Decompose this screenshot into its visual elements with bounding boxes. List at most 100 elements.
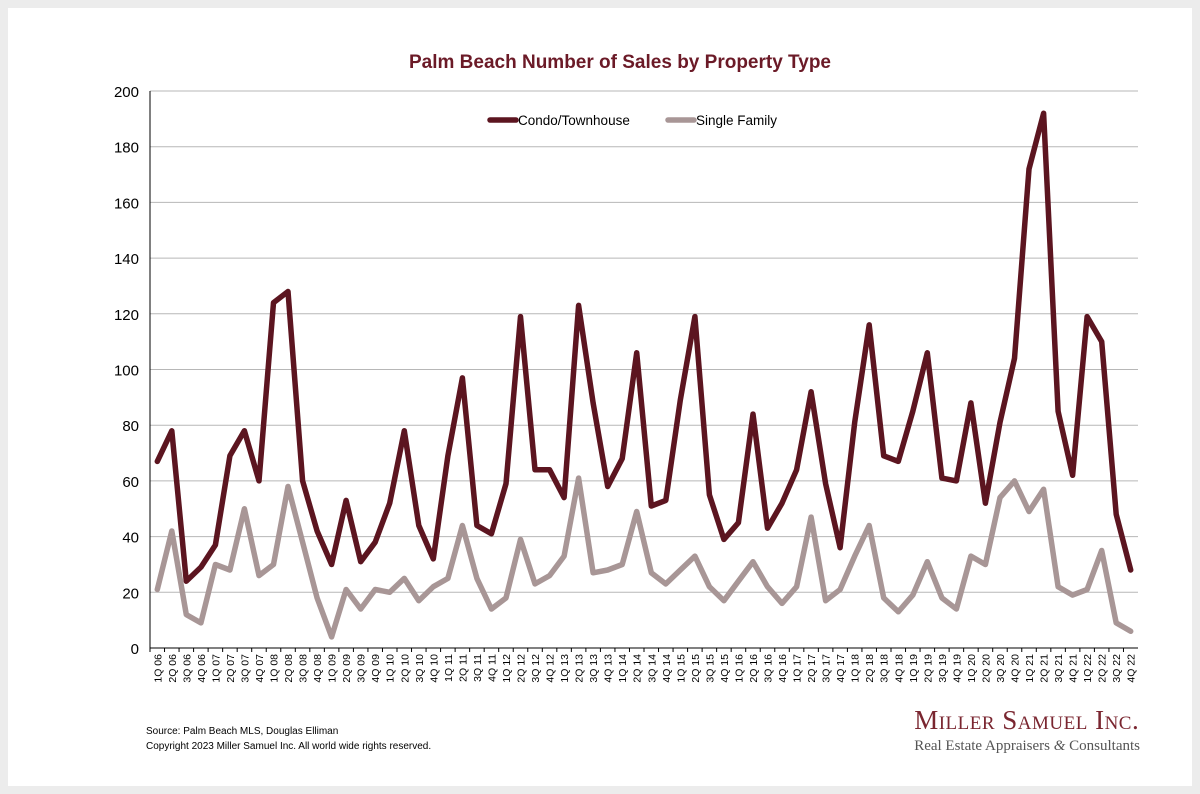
x-tick-label: 3Q 20 [995,654,1007,683]
y-tick-label: 120 [114,307,139,324]
x-tick-label: 1Q 18 [850,654,862,683]
x-tick-label: 2Q 18 [864,654,876,683]
legend: Condo/Townhouse Single Family [487,113,777,128]
x-tick-label: 3Q 14 [646,654,658,683]
x-tick-label: 4Q 22 [1126,654,1138,683]
logo-ampersand: & [1053,738,1066,754]
x-tick-label: 1Q 09 [327,654,339,683]
x-tick-label: 1Q 16 [733,654,745,683]
x-tick-label: 4Q 14 [661,654,673,683]
x-tick-label: 3Q 16 [763,654,775,683]
x-tick-label: 3Q 10 [414,654,426,683]
x-tick-label: 4Q 19 [951,654,963,683]
x-tick-label: 2Q 14 [632,654,644,683]
x-tick-label: 3Q 08 [298,654,310,683]
x-tick-label: 4Q 10 [428,654,440,683]
x-tick-label: 1Q 08 [269,654,281,683]
y-tick-label: 20 [122,585,139,602]
x-tick-label: 1Q 19 [908,654,920,683]
x-tick-label: 2Q 16 [748,654,760,683]
x-tick-label: 2Q 17 [806,654,818,683]
x-tick-label: 4Q 11 [486,654,498,682]
x-tick-label: 2Q 09 [341,654,353,683]
y-tick-label: 80 [122,418,139,435]
x-tick-label: 2Q 13 [574,654,586,683]
x-tick-label: 1Q 15 [675,654,687,683]
y-tick-label: 60 [122,474,139,491]
x-tick-label: 4Q 21 [1068,654,1080,683]
x-tick-label: 3Q 17 [821,654,833,683]
x-tick-label: 4Q 06 [196,654,208,683]
grid [150,90,1138,593]
x-tick-label: 4Q 15 [719,654,731,683]
x-tick-label: 3Q 11 [472,654,484,682]
x-tick-label: 2Q 06 [167,654,179,683]
y-axis: 0 20 40 60 80 100 120 140 160 180 200 [114,84,1138,658]
source-note: Source: Palm Beach MLS, Douglas Elliman … [146,724,431,754]
x-tick-label: 4Q 13 [603,654,615,683]
x-tick-label: 4Q 12 [545,654,557,683]
y-tick-label: 100 [114,363,139,380]
x-tick-label: 2Q 20 [980,654,992,683]
x-tick-label: 1Q 06 [152,654,164,683]
x-tick-label: 4Q 17 [835,654,847,683]
x-tick-label: 3Q 15 [704,654,716,683]
y-tick-label: 0 [131,641,139,658]
x-tick-label: 1Q 21 [1024,654,1036,683]
x-tick-label: 3Q 19 [937,654,949,683]
x-tick-label: 2Q 15 [690,654,702,683]
y-tick-label: 200 [114,84,139,101]
x-tick-label: 2Q 22 [1097,654,1109,683]
copyright-line: Copyright 2023 Miller Samuel Inc. All wo… [146,741,432,752]
x-tick-label: 2Q 08 [283,654,295,683]
y-tick-label: 180 [114,140,139,157]
chart-card: Palm Beach Number of Sales by Property T… [8,8,1192,786]
x-tick-label: 1Q 22 [1082,654,1094,683]
x-tick-label: 3Q 07 [239,654,251,683]
x-tick-label: 1Q 12 [501,654,513,683]
x-tick-label: 4Q 20 [1010,654,1022,683]
x-tick-label: 3Q 06 [181,654,193,683]
x-axis: 1Q 06 2Q 06 3Q 06 4Q 06 1Q 07 2Q 07 3Q 07 4Q 07… [149,648,1138,683]
x-tick-label: 4Q 08 [312,654,324,683]
x-tick-label: 1Q 13 [559,654,571,683]
chart: Palm Beach Number of Sales by Property T… [114,52,1138,683]
x-tick-label: 3Q 12 [530,654,542,683]
x-tick-label: 2Q 21 [1039,654,1051,683]
logo-tagline-end: Consultants [1065,738,1140,754]
x-tick-label: 1Q 07 [210,654,222,683]
x-tick-label: 2Q 12 [516,654,528,683]
x-tick-label: 1Q 20 [966,654,978,683]
legend-label: Single Family [696,113,777,128]
x-tick-label: 3Q 21 [1053,654,1065,683]
x-tick-label: 4Q 09 [370,654,382,683]
legend-label: Condo/Townhouse [518,113,630,128]
series-line-single-family [154,475,1134,640]
company-logo: Miller Samuel Inc. Real Estate Appraiser… [914,705,1140,755]
logo-tagline-start: Real Estate Appraisers [914,738,1054,754]
y-tick-label: 40 [122,530,139,547]
x-tick-label: 4Q 16 [777,654,789,683]
logo-tagline: Real Estate Appraisers & Consultants [914,738,1140,755]
x-tick-label: 2Q 11 [457,654,469,682]
x-tick-label: 3Q 09 [356,654,368,683]
chart-title: Palm Beach Number of Sales by Property T… [409,52,831,73]
series-lines [154,110,1134,640]
x-tick-label: 1Q 17 [792,654,804,683]
logo-name: Miller Samuel Inc. [914,705,1140,735]
x-tick-label: 2Q 10 [399,654,411,683]
y-tick-label: 140 [114,251,139,268]
x-tick-label: 1Q 10 [385,654,397,683]
y-tick-label: 160 [114,195,139,212]
x-tick-label: 3Q 18 [879,654,891,683]
x-tick-label: 2Q 07 [225,654,237,683]
x-tick-label: 3Q 22 [1111,654,1123,683]
x-tick-label: 1Q 14 [617,654,629,683]
x-tick-label: 3Q 13 [588,654,600,683]
x-tick-label: 4Q 18 [893,654,905,683]
x-tick-label: 2Q 19 [922,654,934,683]
x-tick-label: 1Q 11 [443,654,455,682]
x-tick-label: 4Q 07 [254,654,266,683]
source-line: Source: Palm Beach MLS, Douglas Elliman [146,726,339,737]
series-line-condo-townhouse [154,110,1134,584]
